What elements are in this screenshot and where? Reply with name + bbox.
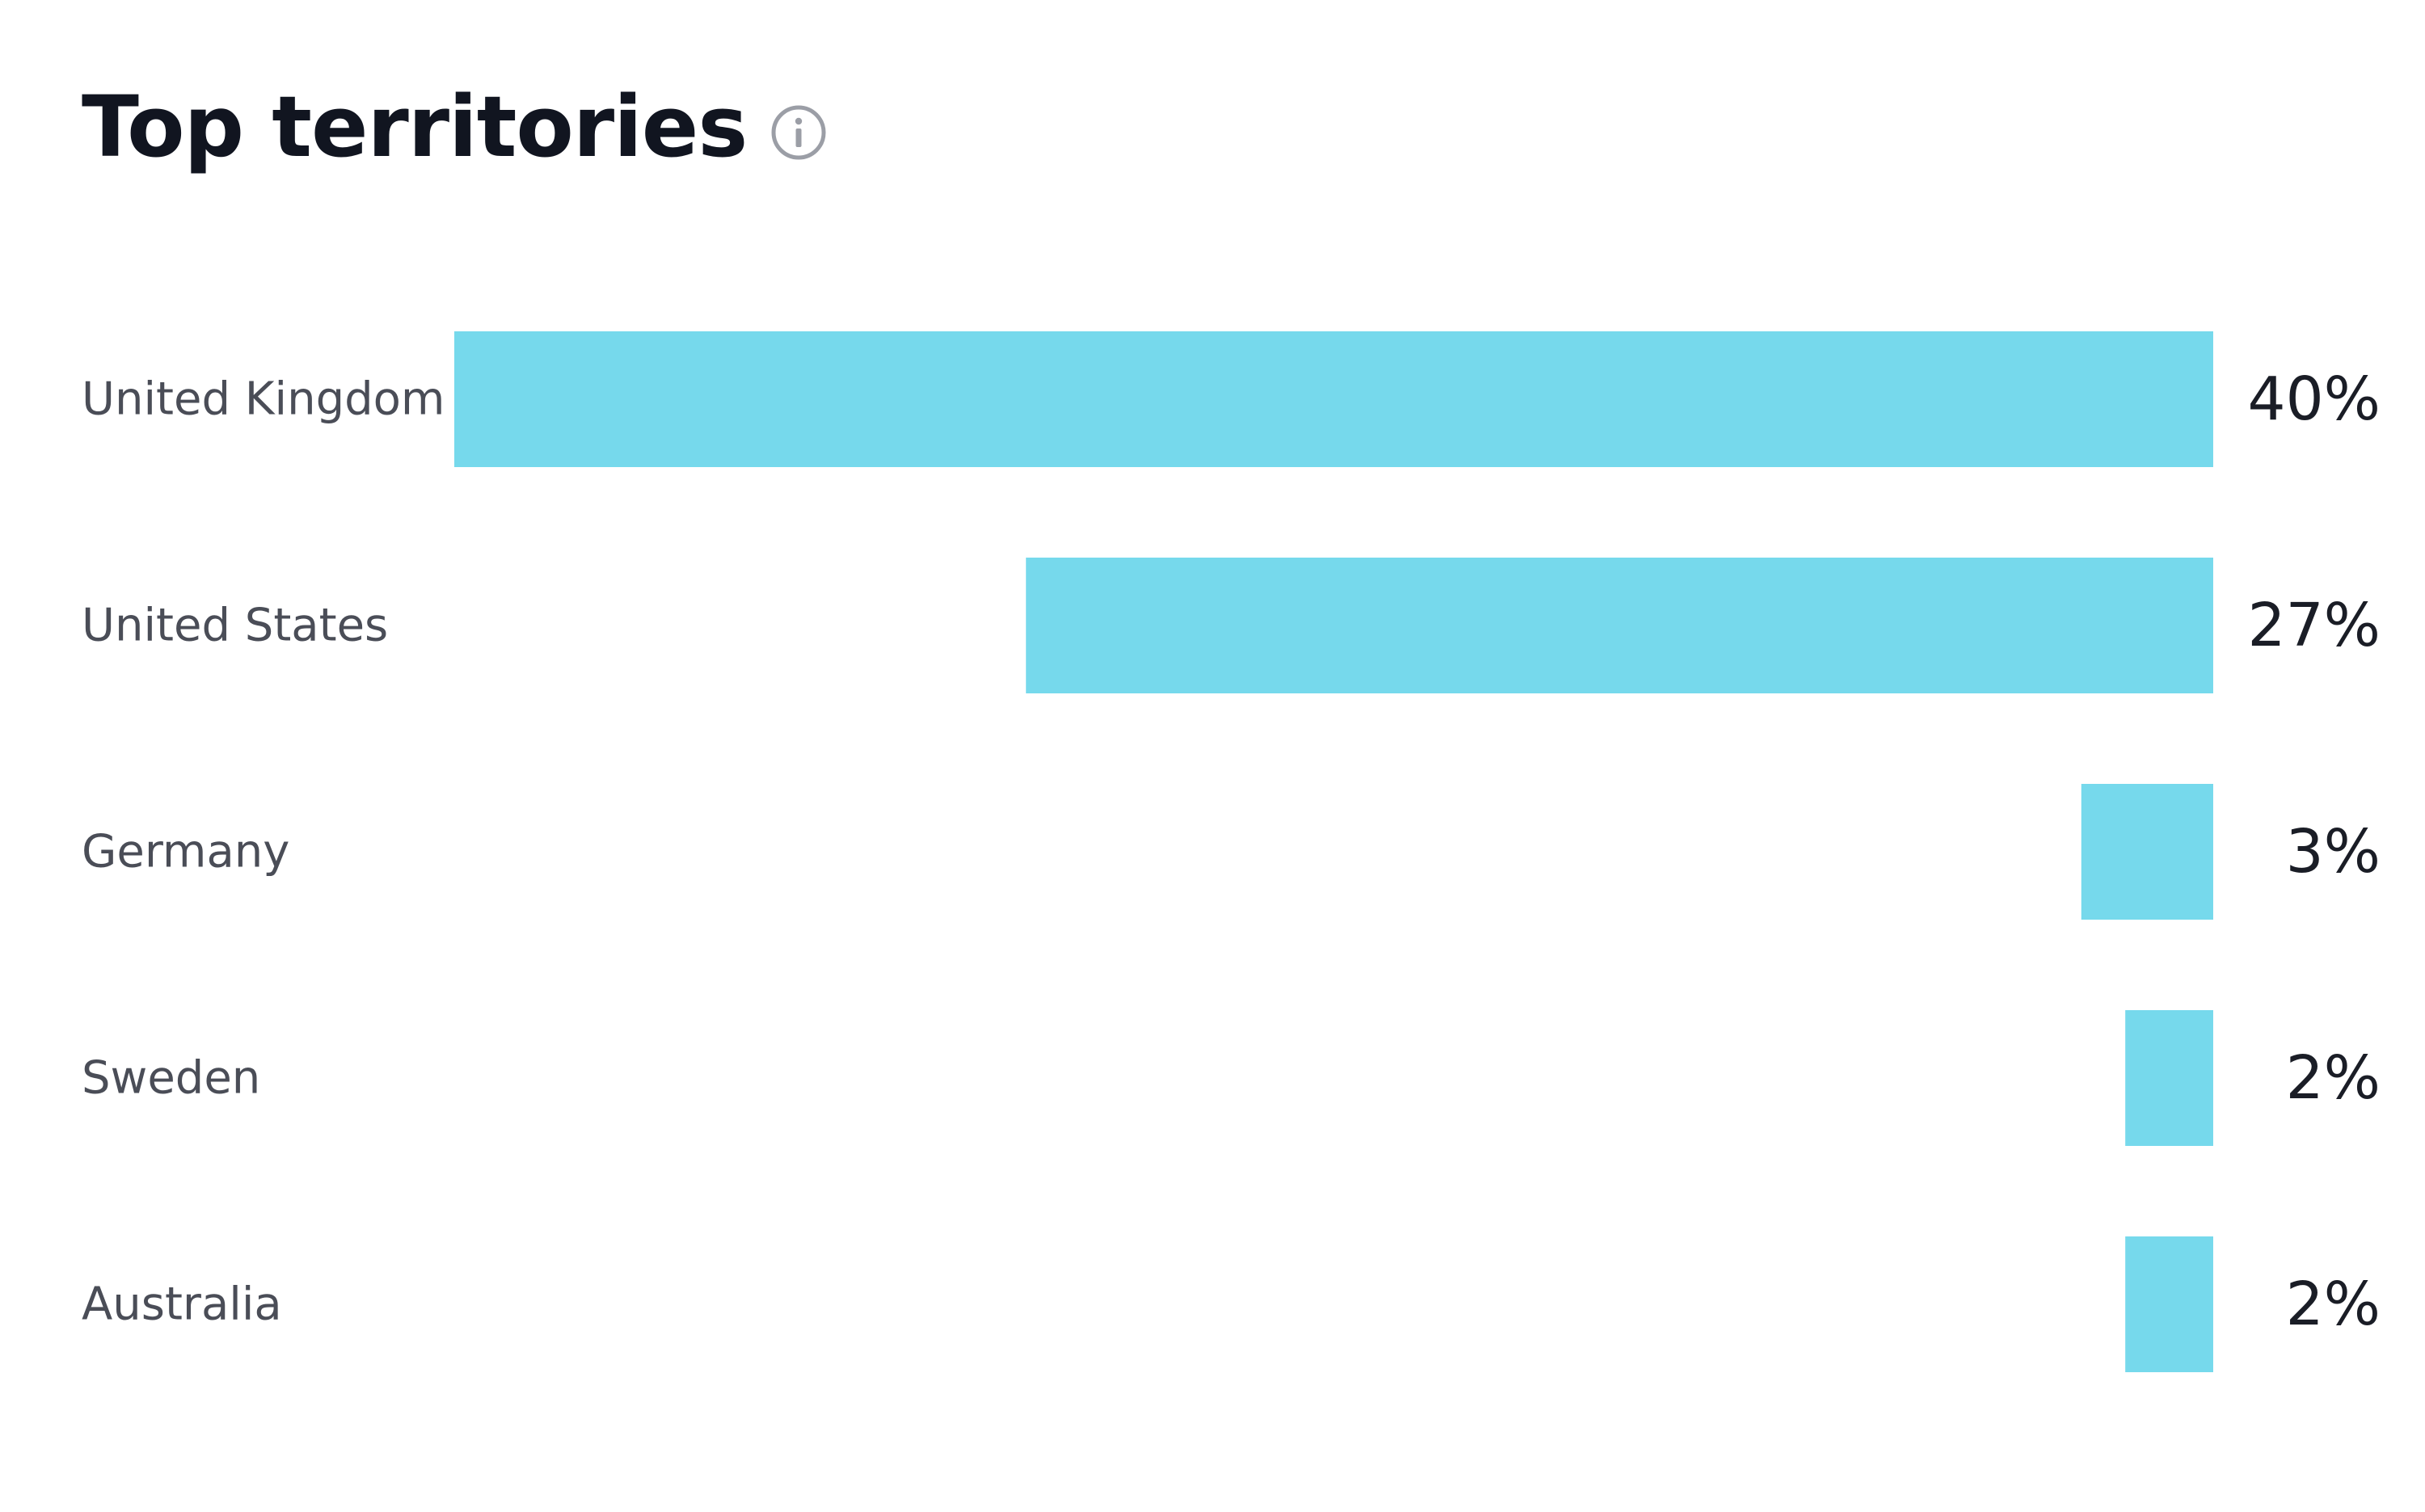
- value-label: 27%: [2248, 591, 2381, 660]
- category-label: United States: [82, 600, 388, 652]
- category-label: Germany: [82, 826, 289, 878]
- category-label: Australia: [82, 1278, 282, 1331]
- bar[interactable]: [1026, 558, 2213, 693]
- value-label: 40%: [2248, 364, 2381, 434]
- value-label: 2%: [2286, 1043, 2381, 1113]
- value-label: 3%: [2286, 817, 2381, 887]
- value-label: 2%: [2286, 1270, 2381, 1339]
- category-label: Sweden: [82, 1052, 260, 1105]
- info-icon[interactable]: [770, 103, 828, 162]
- bar[interactable]: [2125, 1010, 2213, 1146]
- card-title: Top territories: [82, 78, 748, 176]
- bar[interactable]: [2125, 1236, 2213, 1372]
- bar[interactable]: [454, 331, 2213, 467]
- category-label: United Kingdom: [82, 373, 445, 426]
- bar[interactable]: [2081, 784, 2213, 920]
- card-header: Top territories: [82, 74, 828, 179]
